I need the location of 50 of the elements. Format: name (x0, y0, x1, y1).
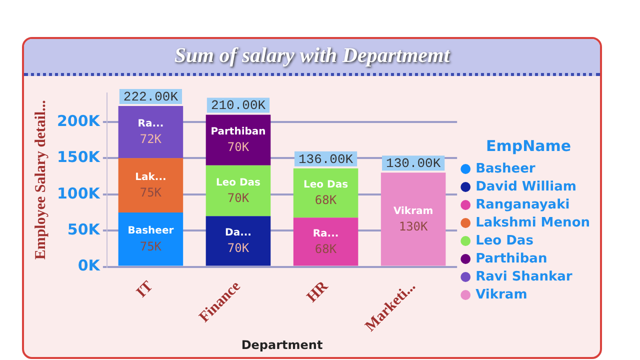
data-label: 130K (398, 219, 429, 234)
legend-label: Ravi Shankar (476, 269, 573, 284)
y-tick-label: 150K (56, 148, 102, 166)
chart-title: Sum of salary with Departmemt (173, 43, 452, 68)
legend-label: Parthiban (476, 251, 548, 266)
legend-label: Vikram (476, 287, 528, 302)
annotation: Leo Das (304, 180, 348, 191)
bar (206, 165, 271, 216)
annotation: Vikram (393, 206, 434, 217)
total-label: 136.00K (298, 152, 354, 167)
annotation: Da... (225, 228, 252, 239)
data-label: 75K (140, 185, 162, 200)
y-tick-label: 50K (67, 220, 102, 238)
bar (118, 158, 184, 212)
bar (206, 114, 271, 166)
legend-label: Lakshmi Menon (476, 215, 590, 230)
y-axis-title: Employee Salary detail... (32, 100, 49, 260)
annotation: Lak... (135, 172, 166, 183)
legend-label: Ranganayaki (476, 197, 570, 212)
annotation: Basheer (128, 226, 174, 237)
y-tick-label: 0K (78, 256, 102, 275)
legend-label: Leo Das (476, 233, 534, 248)
data-label: 70K (227, 190, 250, 205)
legend-title: EmpName (486, 136, 572, 155)
bar (293, 168, 358, 218)
bar (206, 216, 271, 266)
y-tick-label: 100K (56, 184, 102, 202)
total-label: 130.00K (386, 156, 441, 172)
total-label: 222.00K (123, 89, 178, 104)
x-tick-label: IT (134, 278, 156, 301)
annotation: Parthiban (210, 126, 266, 138)
data-label: 70K (227, 140, 250, 154)
bar (293, 218, 358, 266)
annotation: Ra... (138, 118, 164, 130)
legend-label: Basheer (476, 161, 536, 176)
data-label: 68K (314, 193, 338, 208)
data-label: 75K (140, 239, 162, 254)
data-label: 72K (140, 132, 162, 146)
bar (380, 172, 446, 266)
x-axis-title: Department (241, 338, 323, 352)
data-label: 70K (227, 241, 250, 256)
x-tick-label: HR (304, 278, 332, 306)
annotation: Leo Das (216, 177, 261, 188)
total-label: 210.00K (210, 98, 266, 114)
data-label: 68K (314, 242, 338, 256)
annotation: Ra... (312, 228, 339, 240)
bar (118, 106, 184, 158)
bar (118, 212, 184, 266)
legend-label: David William (476, 179, 576, 194)
y-tick-label: 200K (56, 112, 102, 130)
